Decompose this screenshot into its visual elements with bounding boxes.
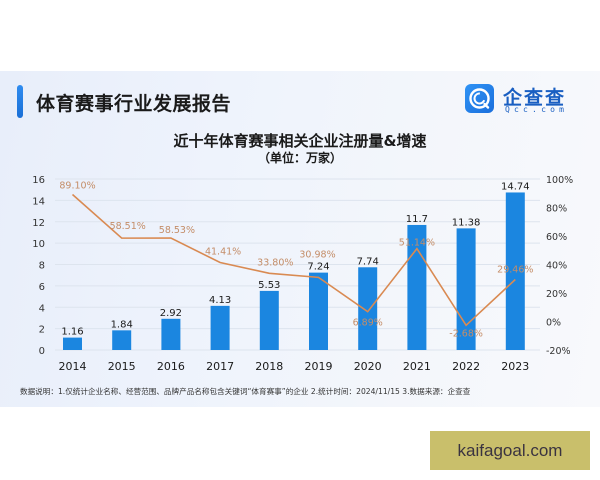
y-tick-label: 8: [39, 261, 45, 272]
growth-polyline: [71, 193, 516, 327]
x-tick-label: 2015: [108, 360, 136, 373]
x-tick-label: 2018: [255, 360, 283, 373]
bar-value-label: 4.13: [209, 295, 231, 306]
bar-value-label: 7.24: [307, 262, 329, 273]
x-tick-label: 2014: [59, 360, 87, 373]
right-y-axis-labels: -20% 0% 20% 40% 60% 80% 100%: [546, 175, 573, 357]
x-tick-label: 2021: [403, 360, 431, 373]
logo-text-cn: 企查查: [503, 87, 567, 109]
bar: [505, 192, 525, 350]
growth-rate-label: 41.41%: [205, 246, 241, 257]
report-card: 体育赛事行业发展报告 企查查 Qcc.com 近十年体育赛事相关企业注册量&增速…: [0, 71, 600, 407]
growth-rate-label: 30.98%: [299, 249, 335, 260]
bar-value-label: 11.38: [452, 217, 481, 228]
x-tick-label: 2022: [452, 360, 480, 373]
chart-subtitle: （单位：万家）: [257, 151, 342, 165]
y-tick-label: 14: [32, 196, 45, 207]
x-tick-label: 2019: [305, 360, 333, 373]
y-right-tick-label: 20%: [546, 289, 567, 300]
qcc-logo-icon: [465, 84, 494, 113]
title-accent-bar: [17, 85, 23, 118]
bar: [161, 318, 181, 350]
growth-rate-label: 6.89%: [353, 318, 383, 329]
bar: [456, 228, 476, 350]
watermark: kaifagoal.com: [430, 431, 590, 470]
bar-value-label: 14.74: [501, 181, 530, 192]
growth-rate-label: -2.68%: [449, 328, 483, 339]
bar-value-label: 5.53: [258, 280, 280, 291]
bar: [259, 290, 279, 350]
growth-rate-label: 58.51%: [110, 221, 146, 232]
report-title: 体育赛事行业发展报告: [36, 93, 232, 115]
y-right-tick-label: 80%: [546, 204, 567, 215]
y-tick-label: 4: [39, 303, 45, 314]
y-tick-label: 2: [39, 325, 45, 336]
x-tick-label: 2017: [206, 360, 234, 373]
qcc-logo: 企查查 Qcc.com: [465, 84, 585, 116]
bar-value-label: 1.16: [61, 327, 83, 338]
bar: [63, 337, 82, 350]
bar-value-label: 11.7: [406, 214, 428, 225]
y-right-tick-label: 0%: [546, 318, 561, 329]
y-tick-label: 10: [32, 239, 45, 250]
logo-text-en: Qcc.com: [505, 105, 569, 114]
y-tick-label: 16: [32, 175, 45, 186]
y-tick-label: 0: [39, 346, 45, 357]
y-right-tick-label: 60%: [546, 232, 567, 243]
growth-rate-label: 51.14%: [399, 238, 435, 249]
bar-value-label: 2.92: [160, 308, 182, 319]
data-footnote: 数据说明：1.仅统计企业名称、经营范围、品牌产品名称包含关键词“体育赛事”的企业…: [20, 387, 471, 396]
growth-line: [71, 193, 516, 327]
y-right-tick-label: 40%: [546, 261, 567, 272]
bar-value-label: 1.84: [111, 319, 133, 330]
growth-rate-labels: 89.10% 58.51% 58.53% 41.41% 33.80% 30.98% 6.89…: [59, 181, 533, 340]
chart-title: 近十年体育赛事相关企业注册量&增速: [173, 132, 427, 150]
bar-value-labels: 1.16 1.84 2.92 4.13 5.53 7.24 7.74 11.7 11.38 14.…: [61, 181, 529, 337]
y-tick-label: 12: [32, 218, 45, 229]
y-right-tick-label: -20%: [546, 346, 571, 357]
bar: [112, 330, 132, 350]
x-axis-labels: 2014 2015 2016 2017 2018 2019 2020 2021 2022 2023: [59, 360, 530, 373]
x-tick-label: 2016: [157, 360, 185, 373]
y-right-tick-label: 100%: [546, 175, 573, 186]
x-tick-label: 2020: [354, 360, 382, 373]
growth-rate-label: 29.46%: [497, 265, 533, 276]
x-tick-label: 2023: [501, 360, 529, 373]
growth-rate-label: 58.53%: [159, 225, 195, 236]
growth-rate-label: 33.80%: [257, 257, 293, 268]
bar: [210, 305, 230, 350]
y-tick-label: 6: [39, 282, 45, 293]
left-y-axis-labels: 0 2 4 6 8 10 12 14 16: [32, 175, 45, 357]
growth-rate-label: 89.10%: [59, 181, 95, 192]
bar: [358, 267, 378, 350]
bar: [309, 272, 328, 350]
registration-bars: [63, 192, 525, 350]
bar-value-label: 7.74: [357, 256, 379, 267]
